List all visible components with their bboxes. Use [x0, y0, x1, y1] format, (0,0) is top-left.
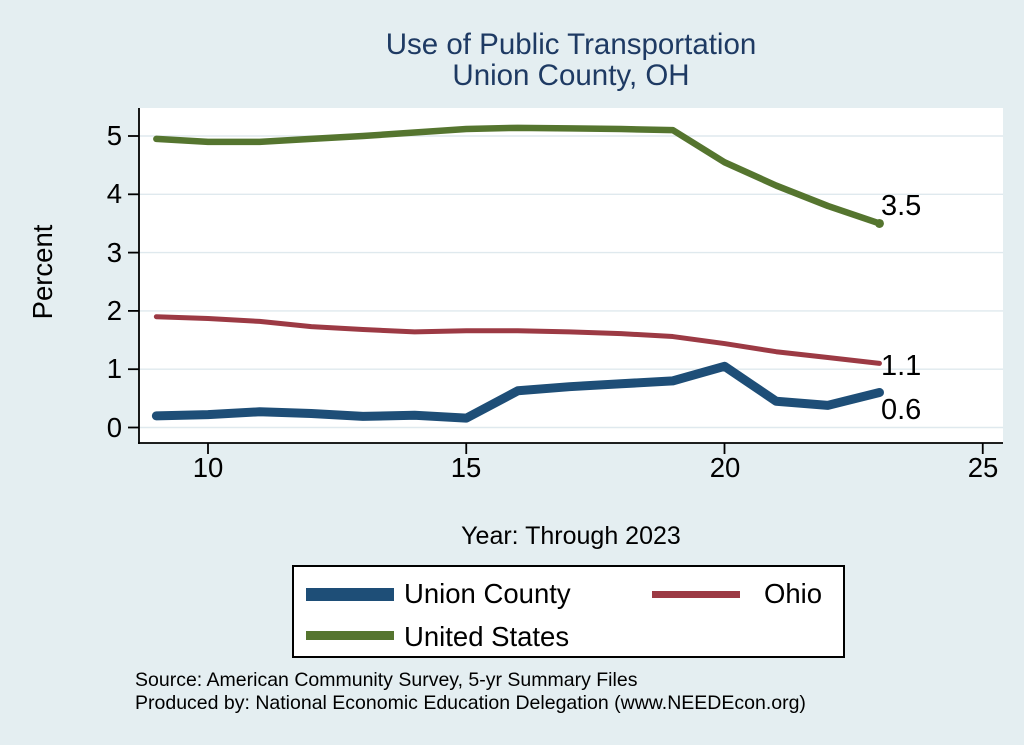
united-states-legend-swatch	[306, 631, 394, 640]
end-label-united-states: 3.5	[881, 190, 922, 222]
x-tick-label-25: 25	[967, 452, 999, 483]
y-tick-label-3: 3	[106, 236, 122, 268]
y-tick-label-5: 5	[106, 120, 122, 151]
united-states-line	[153, 124, 883, 227]
ohio-legend-swatch	[652, 591, 740, 598]
united-states-end-marker-dot	[874, 218, 884, 228]
y-axis-label: Percent	[27, 224, 58, 320]
source-line: Source: American Community Survey, 5-yr …	[135, 669, 638, 691]
chart-title-block: Use of Public Transportation Union Count…	[139, 29, 1003, 91]
x-tick-label-15: 15	[450, 452, 482, 483]
source-notes: Source: American Community Survey, 5-yr …	[135, 669, 806, 714]
ohio-line	[153, 314, 882, 366]
y-tick-label-2: 2	[106, 295, 122, 326]
produced-by-line: Produced by: National Economic Education…	[135, 691, 806, 714]
union-county-line	[151, 361, 884, 423]
union-county-legend-swatch	[306, 588, 394, 601]
ohio-legend-label: Ohio	[764, 578, 823, 609]
united-states-legend-label: United States	[404, 621, 570, 652]
chart-title: Use of Public Transportation	[385, 28, 757, 61]
end-label-union-county: 0.6	[881, 394, 922, 426]
union-county-legend-label: Union County	[404, 578, 571, 609]
x-tick-label-10: 10	[192, 452, 224, 483]
legend: Union County Ohio United States	[292, 565, 845, 658]
end-label-ohio: 1.1	[881, 350, 922, 382]
y-tick-label-4: 4	[106, 178, 122, 209]
y-tick-label-1: 1	[106, 353, 122, 384]
x-axis-label: Year: Through 2023	[461, 522, 681, 550]
y-tick-label-0: 0	[106, 411, 122, 443]
chart-subtitle: Union County, OH	[452, 59, 690, 92]
x-tick-label-20: 20	[709, 452, 741, 483]
